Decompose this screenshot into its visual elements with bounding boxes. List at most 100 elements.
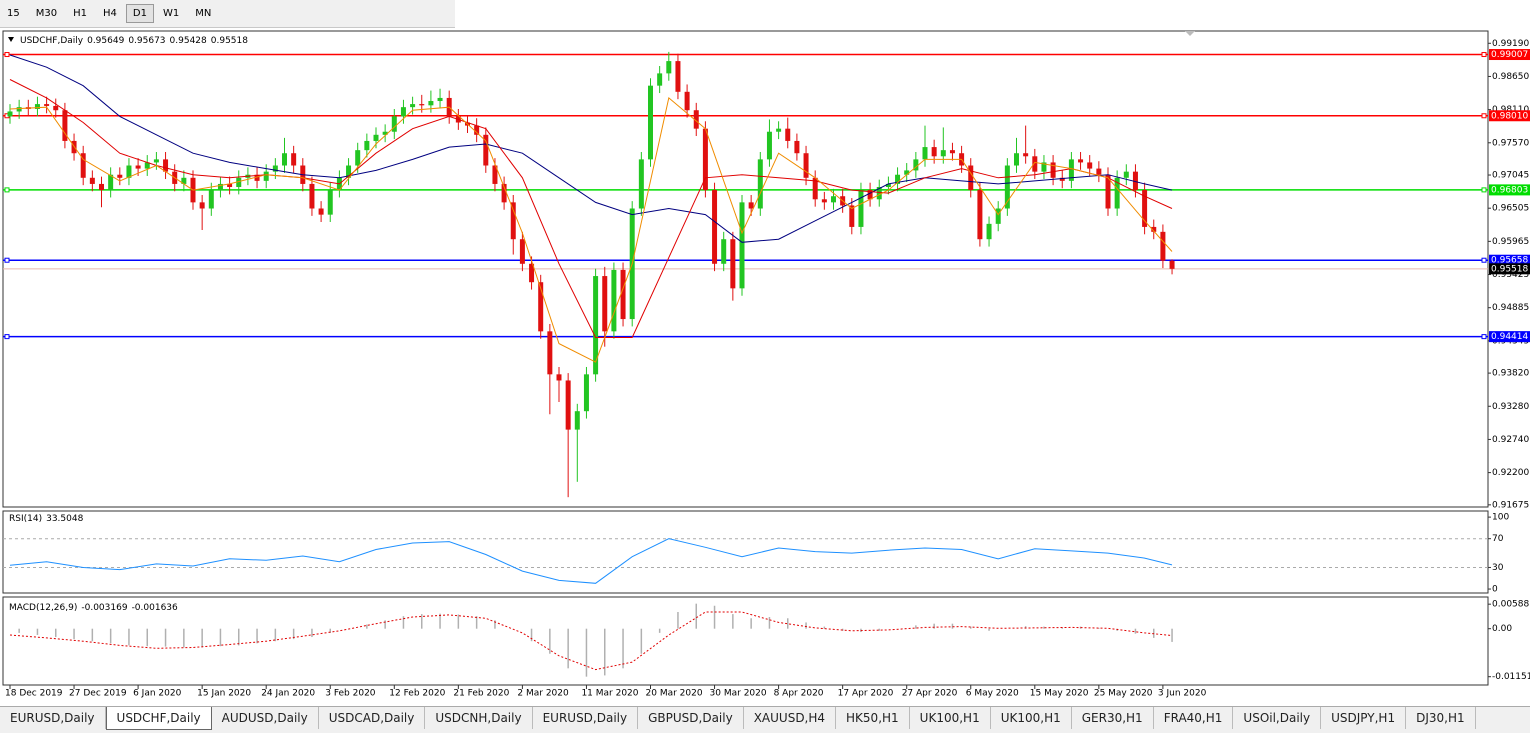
chart-tab[interactable]: GBPUSD,Daily	[638, 707, 744, 729]
y-tick-label: 0.99190	[1492, 39, 1529, 49]
candle-body	[373, 134, 379, 141]
y-tick-label: 0.93820	[1492, 369, 1529, 379]
x-tick-label: 6 Jan 2020	[133, 689, 181, 699]
timeframe-button[interactable]: D1	[125, 4, 154, 23]
timeframe-button[interactable]: MN	[195, 8, 212, 19]
x-tick-label: 20 Mar 2020	[646, 689, 703, 699]
candle-body	[977, 190, 983, 240]
chart-tab[interactable]: GER30,H1	[1072, 707, 1154, 729]
candle-body	[199, 202, 205, 209]
level-label-bg	[1489, 254, 1530, 266]
candle-body	[1142, 190, 1148, 227]
candle-body	[99, 183, 104, 191]
x-tick-label: 6 May 2020	[966, 689, 1019, 699]
timeframe-button[interactable]: M30	[35, 8, 58, 19]
indicator-line	[9, 54, 1173, 243]
x-tick-label: 15 May 2020	[1030, 689, 1089, 699]
y-tick-label: -0.01151	[1492, 672, 1530, 682]
x-tick-label: 18 Dec 2019	[5, 689, 63, 699]
chart-tab[interactable]: DJ30,H1	[1406, 707, 1476, 729]
y-tick-label: 30	[1492, 563, 1504, 573]
candle-body	[986, 223, 992, 240]
candle-body	[648, 85, 653, 160]
timeframe-button[interactable]: H4	[102, 8, 117, 19]
candle-body	[602, 276, 608, 332]
candle-body	[391, 116, 397, 132]
chart-tab[interactable]: USDCAD,Daily	[319, 707, 426, 729]
candle-body	[940, 150, 946, 157]
candle-body	[757, 159, 763, 209]
chart-window: USDCHF,Daily 0.95649 0.95673 0.95428 0.95518…	[2, 30, 1530, 699]
timeframe-button[interactable]: W1	[162, 8, 180, 19]
chart-tab[interactable]: AUDUSD,Daily	[212, 707, 319, 729]
chart-tab[interactable]: USDCNH,Daily	[425, 707, 533, 729]
chart-tab[interactable]: FRA40,H1	[1154, 707, 1234, 729]
timeframe-button[interactable]: 15	[7, 8, 20, 19]
candle-body	[931, 147, 937, 157]
chart-tab[interactable]: UK100,H1	[991, 707, 1072, 729]
level-handle	[1481, 334, 1487, 340]
candle-body	[547, 331, 553, 375]
candle-body	[126, 165, 132, 178]
candle-body	[327, 190, 333, 215]
timeframe-button[interactable]: H1	[73, 8, 87, 19]
candle-body	[1032, 156, 1038, 172]
price-label: 0.95518	[1491, 264, 1528, 274]
candle-body	[1041, 162, 1047, 172]
candle-body	[163, 159, 169, 172]
candle-body	[16, 107, 22, 112]
chart-tab[interactable]: HK50,H1	[836, 707, 910, 729]
level-handle	[1481, 257, 1487, 263]
candle-body	[867, 190, 873, 200]
candle-body	[675, 61, 681, 92]
candle-body	[419, 104, 425, 106]
candle-body	[611, 269, 617, 332]
level-label-bg	[1489, 49, 1530, 61]
y-tick-label: 0.95425	[1492, 270, 1529, 280]
x-tick-label: 30 Mar 2020	[710, 689, 767, 699]
level-handle	[1481, 113, 1487, 119]
candle-body	[181, 177, 187, 184]
candle-body	[474, 125, 480, 135]
rsi-header: RSI(14) 33.5048	[9, 514, 84, 524]
candle-body	[217, 183, 223, 191]
candle-body	[153, 159, 159, 163]
candle-body	[108, 174, 114, 191]
chart-tab[interactable]: EURUSD,Daily	[0, 707, 106, 729]
candle-body	[382, 131, 388, 135]
y-tick-label: 70	[1492, 534, 1504, 544]
candle-body	[776, 128, 782, 132]
candle-body	[89, 177, 95, 184]
candle-body	[693, 110, 699, 129]
candle-body	[1105, 174, 1111, 209]
candle-body	[135, 165, 141, 169]
candle-body	[1059, 177, 1065, 181]
candle-body	[657, 73, 663, 86]
y-tick-label: 0	[1492, 585, 1498, 595]
candle-body	[291, 153, 297, 166]
level-label: 0.94414	[1491, 332, 1528, 342]
chart-tab[interactable]: UK100,H1	[910, 707, 991, 729]
candle-body	[1123, 171, 1129, 178]
candle-body	[1160, 231, 1166, 261]
candle-body	[53, 105, 59, 111]
candle-body	[913, 159, 919, 171]
candle-body	[995, 208, 1001, 224]
x-tick-label: 3 Jun 2020	[1158, 689, 1207, 699]
rsi-title: RSI(14)	[9, 514, 42, 524]
candle-body	[236, 177, 242, 188]
menu-arrow	[8, 37, 14, 42]
chart-tab[interactable]: EURUSD,Daily	[533, 707, 639, 729]
chart-tab[interactable]: USOil,Daily	[1233, 707, 1322, 729]
signal-line	[9, 611, 1173, 671]
candle-body	[1151, 226, 1157, 232]
level-handle	[1481, 187, 1487, 193]
candle-body	[410, 104, 416, 108]
candle-body	[556, 374, 562, 381]
candle-body	[849, 205, 855, 227]
candle-body	[208, 190, 214, 209]
chart-tab[interactable]: USDJPY,H1	[1321, 707, 1407, 729]
candle-body	[34, 104, 40, 110]
chart-tab[interactable]: USDCHF,Daily	[105, 707, 212, 730]
chart-tab[interactable]: XAUUSD,H4	[744, 707, 837, 729]
